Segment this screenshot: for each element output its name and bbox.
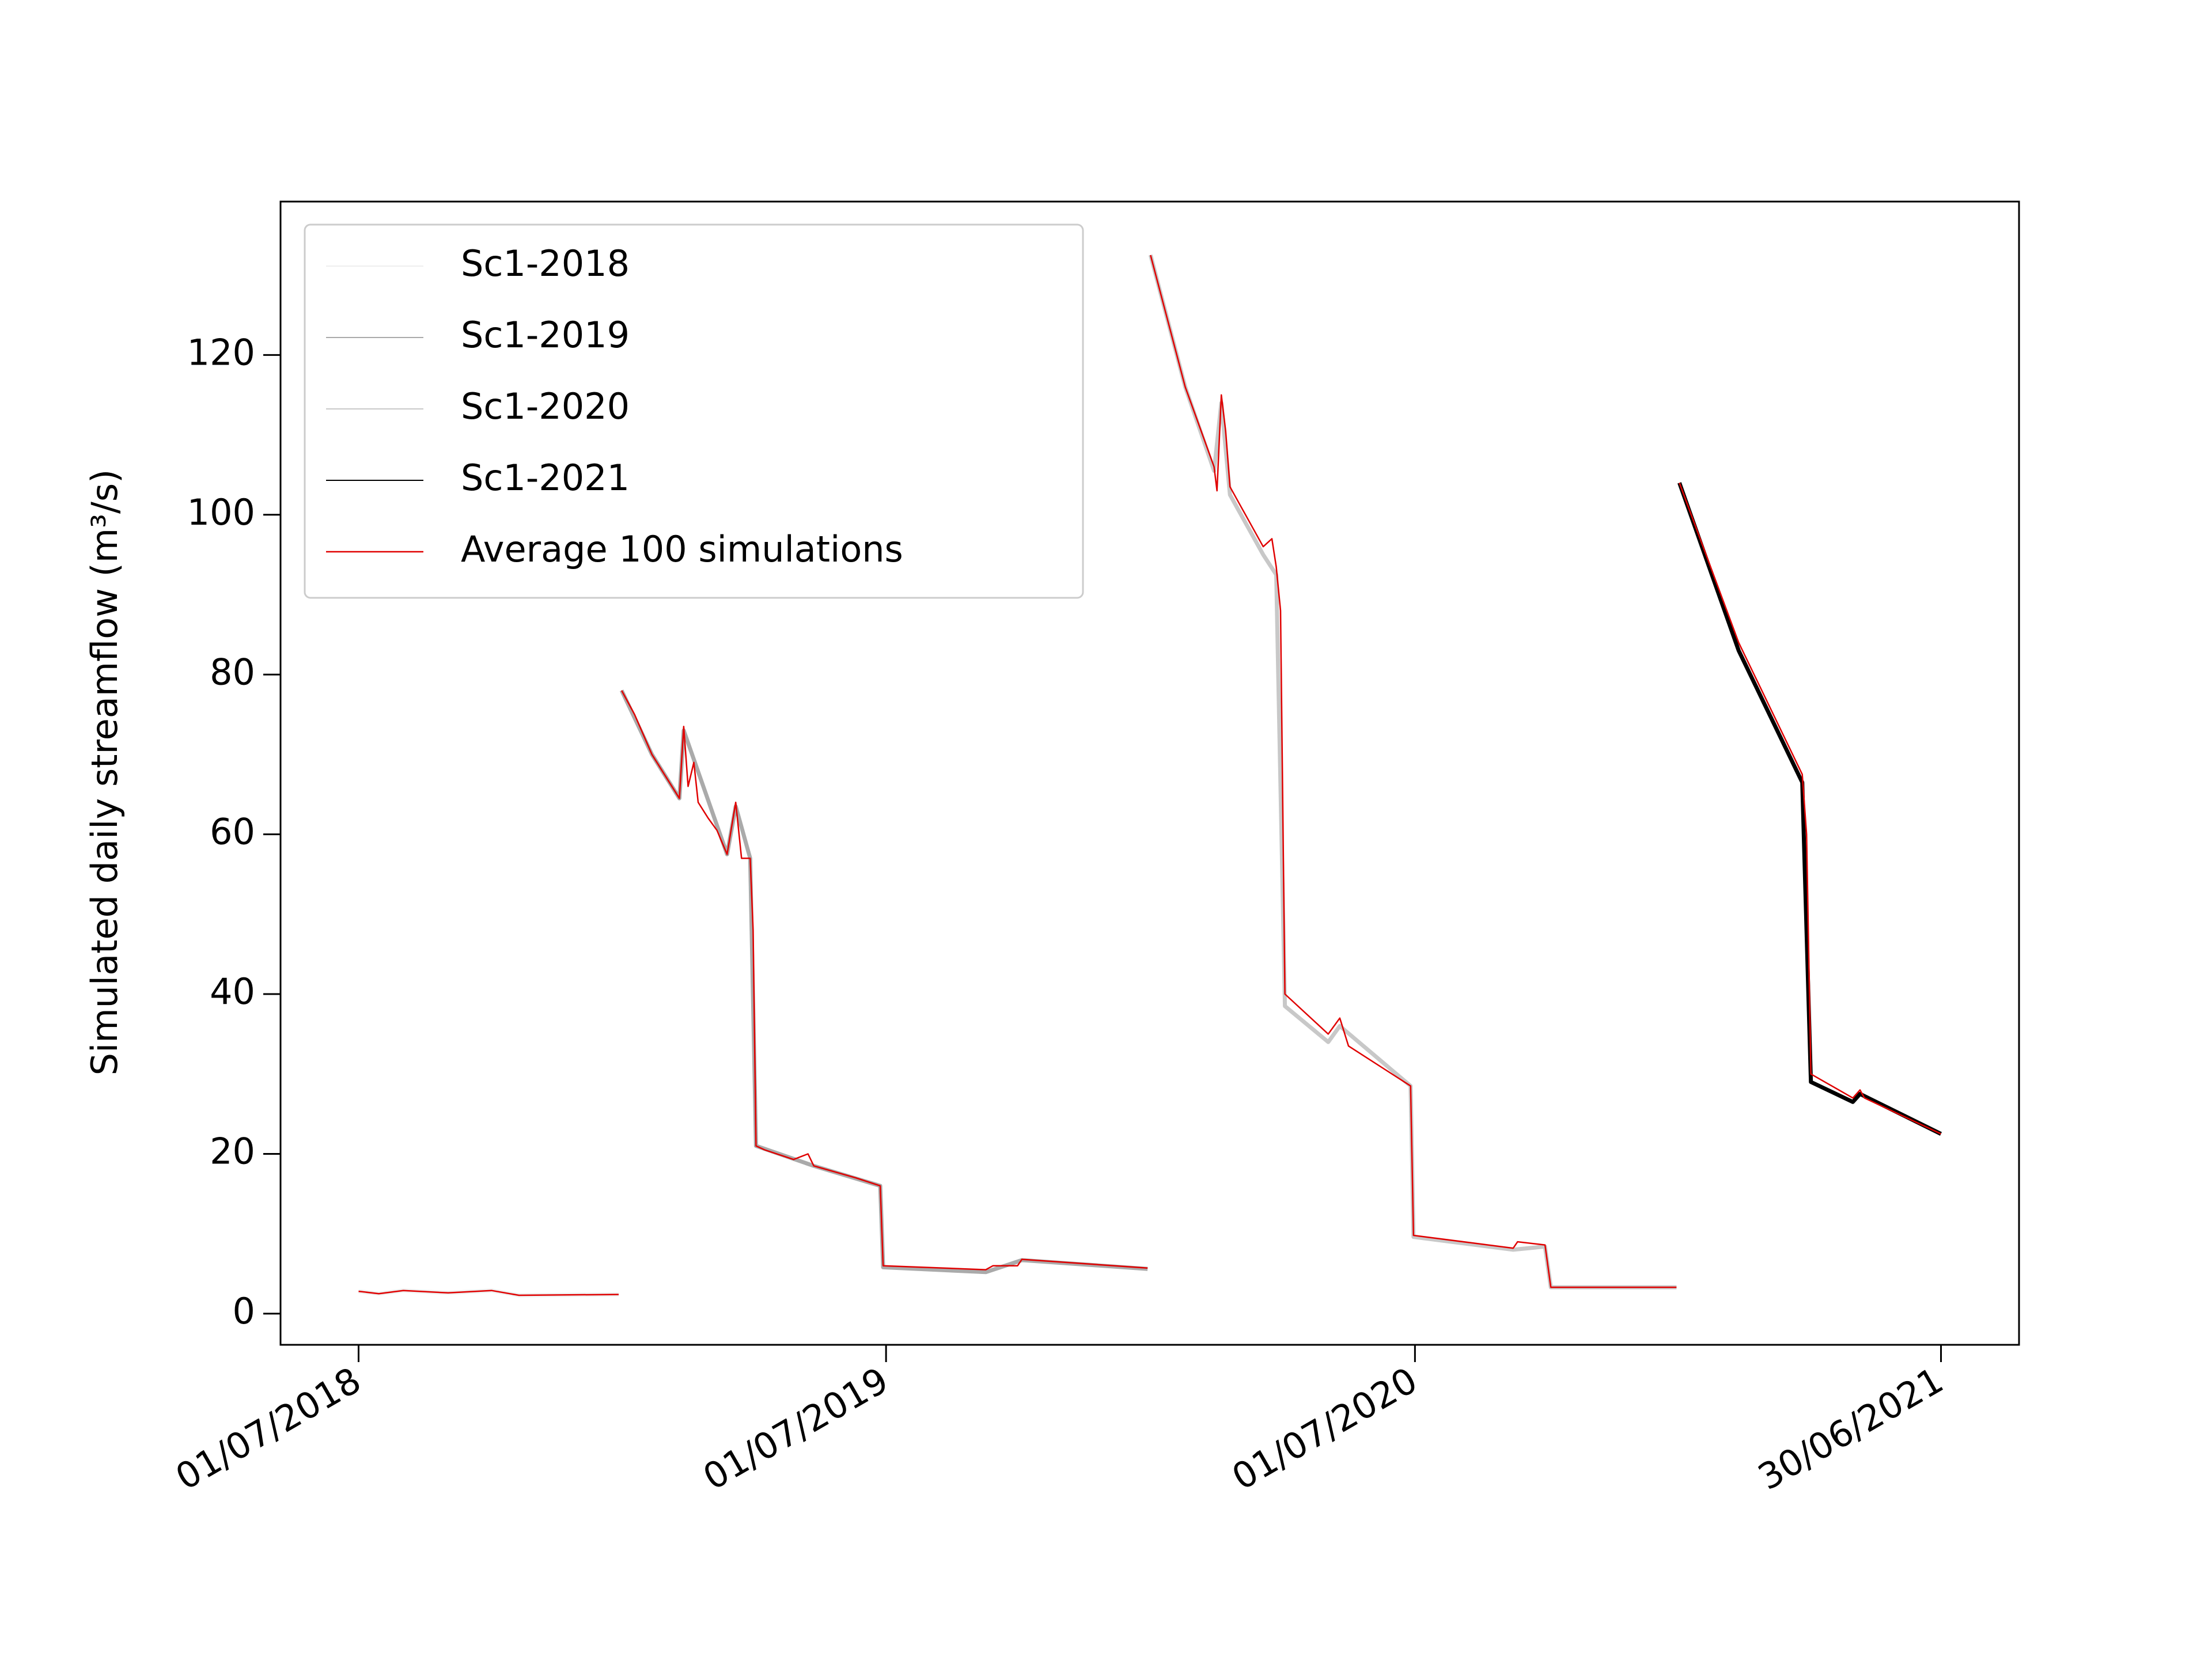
y-tick-label: 100	[187, 491, 255, 533]
simulation-line	[1677, 482, 1942, 1136]
simulation-line	[1148, 255, 1677, 1290]
legend-label: Sc1-2020	[461, 385, 630, 427]
legend-label: Sc1-2018	[461, 242, 630, 285]
legend-box	[304, 223, 1084, 599]
legend: Sc1-2018 Sc1-2019 Sc1-2020 Sc1-2021 Average …	[304, 223, 1084, 599]
y-tick-label: 40	[210, 970, 255, 1012]
legend-label: Average 100 simulations	[461, 528, 903, 570]
y-tick-label: 120	[187, 331, 255, 373]
legend-label: Sc1-2019	[461, 314, 630, 356]
y-tick-label: 80	[210, 651, 255, 693]
y-tick-label: 0	[233, 1290, 255, 1332]
y-axis-label: Simulated daily streamflow (m³/s)	[84, 469, 126, 1076]
y-tick-label: 60	[210, 811, 255, 853]
legend-label: Sc1-2021	[461, 457, 630, 499]
average-line	[358, 255, 1942, 1296]
y-tick-label: 20	[210, 1131, 255, 1173]
plot-frame	[279, 200, 2020, 1346]
